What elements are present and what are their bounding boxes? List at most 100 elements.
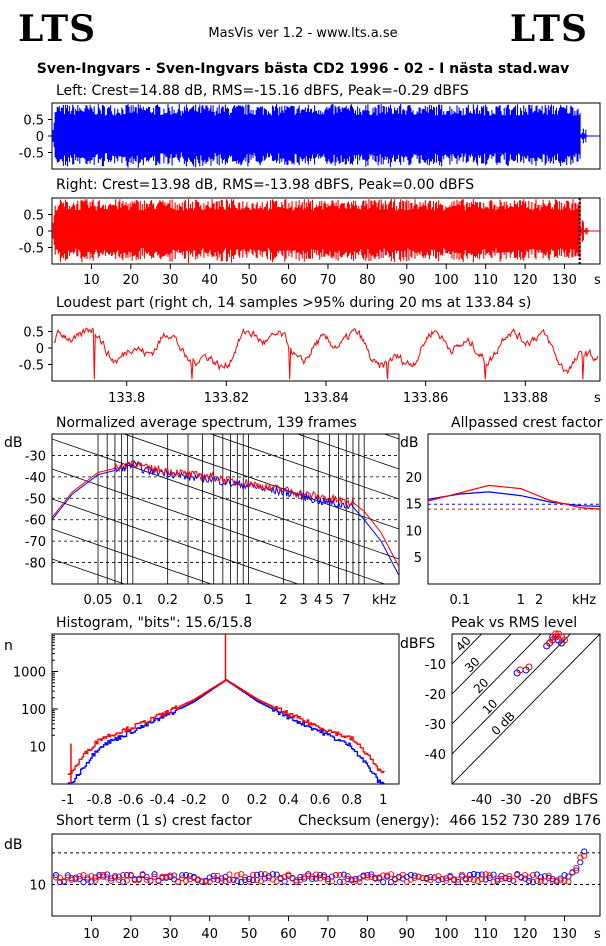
right-crest-point <box>182 877 190 884</box>
right-spectrum-line <box>52 460 399 568</box>
x-tick-label: -1 <box>61 793 74 808</box>
left-crest-point <box>119 878 127 885</box>
right-crest-point <box>336 871 343 878</box>
x-tick-label: 130 <box>552 927 577 942</box>
right-crest-point <box>494 876 501 883</box>
right-crest-point <box>423 875 430 882</box>
left-crest-point <box>301 875 308 882</box>
loudest-part-panel: 0.50 -0.5 133.8 133.82 133.84 133.86 133.88 s <box>19 314 601 406</box>
y-tick-label: -30 <box>425 718 446 733</box>
y-tick-label: 0.5 <box>23 209 44 224</box>
diagonal-line <box>452 634 572 755</box>
right-crest-point <box>411 874 418 881</box>
right-crest-point <box>447 872 454 879</box>
y-tick-label: -30 <box>25 449 46 464</box>
slope-line <box>52 259 399 379</box>
right-crest-point <box>246 878 253 885</box>
left-crest-point <box>76 875 83 882</box>
left-crest-point <box>210 872 217 879</box>
x-tick-label: 80 <box>359 273 376 288</box>
x-tick-label: -0.6 <box>118 793 143 808</box>
plot-frame <box>51 833 601 917</box>
right-crest-point <box>265 874 272 881</box>
right-crest-point <box>380 872 387 879</box>
x-tick-label: 90 <box>399 927 416 942</box>
version-text: MasVis ver 1.2 - www.lts.a.se <box>208 26 398 41</box>
right-crest-point <box>139 871 146 878</box>
x-unit-label: kHz <box>372 593 396 608</box>
right-crest-point <box>76 873 83 880</box>
x-tick-label: 60 <box>280 927 297 942</box>
left-crest-point <box>309 875 316 883</box>
y-tick-label: 0.5 <box>23 326 44 341</box>
x-unit-label: s <box>594 391 601 406</box>
right-crest-point <box>581 852 588 859</box>
right-crest-point <box>348 876 355 883</box>
right-crest-point <box>356 878 363 885</box>
y-tick-label: 10 <box>29 741 46 756</box>
left-crest-point <box>257 871 264 878</box>
right-crest-point <box>72 876 79 883</box>
left-crest-point <box>533 871 540 878</box>
spectrum-grid <box>52 259 399 584</box>
right-crest-point <box>285 871 292 878</box>
x-tick-label: 4 <box>314 593 322 608</box>
diagonal-label: 10 <box>480 696 501 717</box>
left-crest-point <box>96 871 103 878</box>
right-crest-point <box>427 877 434 884</box>
y-tick-label: -50 <box>25 492 46 507</box>
x-tick-label: 0.1 <box>123 593 144 608</box>
left-crest-point <box>573 867 580 874</box>
right-crest-point <box>317 875 324 882</box>
right-crest-point <box>104 874 111 881</box>
y-tick-label: 100 <box>21 703 46 718</box>
right-crest-point <box>466 875 473 882</box>
right-crest-point <box>92 877 99 884</box>
loudest-part-trace <box>53 327 599 380</box>
x-tick-label: 70 <box>320 927 337 942</box>
right-crest-point <box>537 877 544 884</box>
right-crest-point <box>407 876 414 883</box>
right-crest-point <box>372 875 379 882</box>
left-crest-point <box>214 876 221 883</box>
y-tick-label: 1000 <box>13 666 46 681</box>
right-crest-point <box>482 871 489 878</box>
left-waveform-title: Left: Crest=14.88 dB, RMS=-15.16 dBFS, P… <box>56 83 469 99</box>
left-crest-point <box>478 871 485 878</box>
y-tick-label: -10 <box>425 658 446 673</box>
right-crest-point <box>253 877 261 884</box>
left-crest-point <box>246 875 253 882</box>
right-crest-point <box>305 872 312 879</box>
right-crest-point <box>289 875 296 882</box>
left-crest-point <box>435 877 442 884</box>
x-tick-label: 133.84 <box>303 391 349 406</box>
left-crest-point <box>537 874 544 881</box>
right-crest-point <box>127 871 134 878</box>
x-tick-label: 0.1 <box>450 593 471 608</box>
right-crest-point <box>119 872 127 879</box>
left-crest-point <box>317 872 324 879</box>
x-tick-label: 5 <box>325 593 333 608</box>
x-tick-label: 3 <box>300 593 308 608</box>
right-crest-point <box>573 864 580 872</box>
right-crest-point <box>155 877 162 884</box>
right-crest-point <box>533 878 540 885</box>
right-crest-point <box>565 878 572 885</box>
left-crest-point <box>242 876 249 883</box>
diagonal-lines <box>452 634 600 784</box>
x-unit-label: s <box>594 273 601 288</box>
y-tick-label: -0.5 <box>19 359 44 374</box>
left-crest-point <box>486 874 493 882</box>
y-tick-label: -80 <box>25 557 46 572</box>
left-crest-point <box>577 859 584 866</box>
right-crest-point <box>388 871 395 878</box>
y-tick-label: 10 <box>405 524 422 539</box>
right-crest-point <box>242 874 249 881</box>
y-tick-label: 0 <box>36 130 44 145</box>
right-crest-point <box>462 875 470 882</box>
x-tick-label: 40 <box>201 927 218 942</box>
x-tick-label: 1 <box>379 793 387 808</box>
x-tick-label: 100 <box>434 273 459 288</box>
short-term-crest-panel: 10 10 20 30 40 50 60 70 80 90 100 110 120 130 s <box>29 833 601 942</box>
y-tick-label: -20 <box>425 688 446 703</box>
